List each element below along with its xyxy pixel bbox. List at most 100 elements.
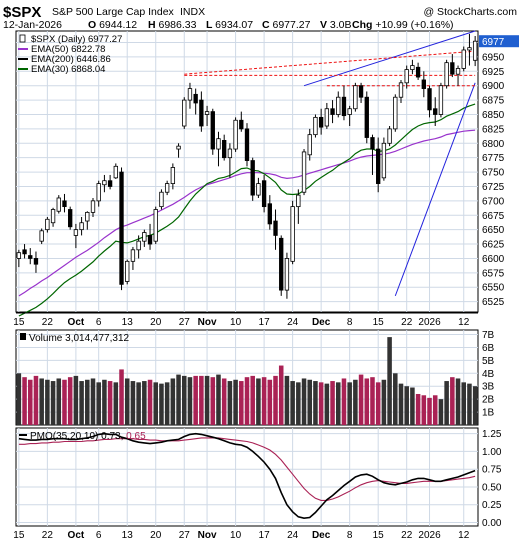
- volume-bar: [307, 379, 313, 425]
- volume-bar: [102, 379, 107, 425]
- x-tick-label: 24: [287, 317, 299, 328]
- ohlc-c: C 6977.27: [262, 19, 311, 31]
- candle: [227, 148, 233, 159]
- candle: [204, 111, 210, 115]
- candle: [376, 148, 381, 184]
- x-tick-label: 6: [96, 530, 102, 541]
- price-tick-label: 6650: [482, 225, 505, 236]
- candle: [107, 180, 113, 187]
- candle: [39, 230, 44, 242]
- x-tick-label: 17: [259, 317, 271, 328]
- candle: [279, 237, 284, 291]
- volume-bar: [244, 377, 250, 425]
- volume-bar: [16, 373, 22, 425]
- candle: [85, 211, 90, 222]
- candle: [398, 82, 404, 98]
- x-tick-label: 15: [373, 317, 385, 328]
- x-tick-label: 2026: [418, 530, 441, 541]
- price-tick-label: 6775: [482, 153, 505, 164]
- candle: [50, 209, 56, 224]
- volume-bar: [107, 381, 113, 425]
- candle: [28, 255, 33, 259]
- legend-entry: EMA(30) 6868.04: [31, 64, 105, 75]
- candle: [170, 167, 176, 184]
- volume-bar: [353, 379, 358, 425]
- volume-tick-label: 4B: [482, 369, 495, 380]
- candle: [461, 49, 466, 69]
- candle: [176, 145, 181, 150]
- pmo-tick-label: 0.50: [482, 482, 502, 493]
- x-tick-label: 13: [122, 317, 134, 328]
- x-tick-label: 22: [42, 317, 54, 328]
- volume-bar: [79, 381, 84, 425]
- x-tick-label: 22: [42, 530, 54, 541]
- volume-bar: [278, 365, 284, 425]
- candle: [472, 40, 478, 61]
- ema30-line: [18, 103, 476, 317]
- candle: [284, 258, 290, 291]
- candle: [347, 108, 352, 115]
- x-tick-label: 27: [179, 317, 191, 328]
- volume-bar: [159, 383, 164, 425]
- candle: [301, 151, 307, 193]
- x-tick-label: Nov: [198, 317, 217, 328]
- candle: [199, 99, 204, 127]
- candle: [193, 93, 198, 104]
- volume-bar: [221, 378, 227, 425]
- candle: [153, 209, 158, 242]
- ohlc-readout: O 6944.12 H 6986.33 L 6934.07 C 6977.27 V 3.…: [88, 19, 454, 31]
- x-tick-label: 12: [458, 317, 470, 328]
- ema50-line: [18, 129, 476, 297]
- candle: [307, 134, 312, 156]
- volume-bar: [421, 395, 427, 425]
- candle: [273, 220, 278, 236]
- volume-bar: [181, 375, 187, 425]
- x-tick-label: 22: [401, 317, 413, 328]
- candle: [381, 142, 387, 179]
- volume-bar: [450, 377, 455, 425]
- volume-bar: [404, 386, 409, 425]
- candle: [187, 88, 193, 101]
- volume-tick-label: 6B: [482, 343, 495, 354]
- candle: [233, 119, 238, 150]
- x-tick-label: 10: [230, 530, 242, 541]
- price-tick-label: 6550: [482, 283, 505, 294]
- price-tick-label: 6700: [482, 196, 505, 207]
- candle: [96, 183, 101, 202]
- volume-bar: [233, 379, 238, 425]
- x-tick-label: 8: [347, 317, 353, 328]
- volume-bar: [432, 395, 438, 425]
- volume-bar: [124, 378, 130, 425]
- volume-bar: [387, 337, 392, 425]
- pmo-panel: 1.25 1.00 0.75 0.50 0.25 0.00 PMO(35,20,10) 0.…: [15, 427, 502, 529]
- volume-bar: [147, 379, 153, 425]
- pmo-tick-label: 1.00: [482, 447, 502, 458]
- legend-entry: EMA(50) 6822.78: [31, 44, 105, 55]
- x-tick-label: 15: [13, 530, 25, 541]
- candle: [56, 197, 61, 212]
- volume-bar: [341, 378, 347, 425]
- candle: [455, 68, 461, 75]
- candle: [142, 232, 147, 242]
- x-tick-label: 15: [373, 530, 385, 541]
- x-tick-label: 12: [458, 530, 470, 541]
- candle: [33, 258, 39, 265]
- pmo-line: [18, 432, 476, 520]
- x-tick-label: Dec: [312, 317, 331, 328]
- x-tick-label: 20: [150, 317, 162, 328]
- candle: [222, 140, 227, 159]
- volume-bar: [415, 393, 421, 425]
- candle: [410, 65, 415, 70]
- volume-bar: [324, 383, 330, 425]
- volume-bar: [67, 377, 73, 425]
- price-tick-label: 6625: [482, 240, 505, 251]
- volume-panel: 7B 6B 5B 4B 3B 2B 1B Volume 3,014,477,312: [15, 329, 495, 426]
- volume-tick-label: 5B: [482, 356, 495, 367]
- candle: [90, 200, 96, 213]
- volume-bar: [364, 378, 370, 425]
- candle: [261, 180, 267, 208]
- candle: [450, 62, 455, 75]
- exchange-label: INDX: [180, 6, 205, 18]
